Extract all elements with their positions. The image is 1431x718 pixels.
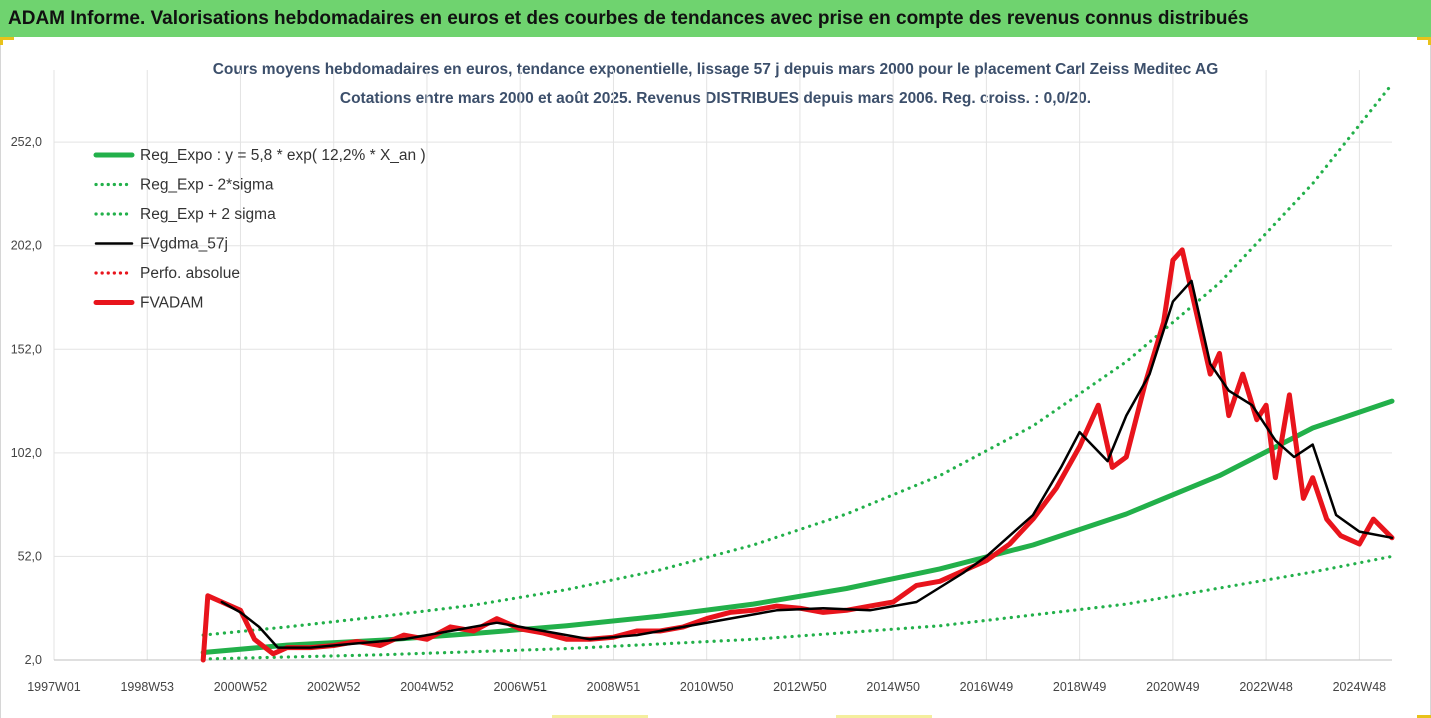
frame-handle-mark	[836, 715, 932, 718]
frame-corner-mark	[1417, 715, 1431, 718]
x-tick-label: 2024W48	[1333, 680, 1387, 694]
legend-label: Reg_Exp + 2 sigma	[140, 206, 276, 223]
x-tick-label: 2004W52	[400, 680, 454, 694]
x-tick-label: 2014W50	[866, 680, 920, 694]
legend-label: FVADAM	[140, 295, 203, 312]
chart-subtitle: Cotations entre mars 2000 et août 2025. …	[339, 90, 1092, 107]
y-tick-label: 252,0	[11, 135, 42, 149]
frame-corner-mark	[0, 37, 14, 40]
legend-label: Reg_Exp - 2*sigma	[140, 177, 274, 194]
series-line-3	[220, 279, 1394, 649]
frame-handle-mark	[552, 715, 648, 718]
y-tick-label: 202,0	[11, 239, 42, 253]
legend-label: FVgdma_57j	[140, 236, 228, 253]
y-tick-label: 152,0	[11, 342, 42, 356]
chart-legend: Reg_Expo : y = 5,8 * exp( 12,2% * X_an )…	[93, 147, 426, 312]
frame-corner-mark	[0, 37, 3, 45]
x-tick-label: 2020W49	[1146, 680, 1200, 694]
chart-title: Cours moyens hebdomadaires en euros, ten…	[212, 61, 1219, 78]
x-tick-label: 2016W49	[960, 680, 1014, 694]
legend-label: Reg_Expo : y = 5,8 * exp( 12,2% * X_an )	[140, 147, 426, 164]
x-tick-label: 2022W48	[1239, 680, 1293, 694]
series-line-0	[200, 398, 1395, 655]
x-tick-label: 1998W53	[120, 680, 174, 694]
x-tick-label: 1997W01	[27, 680, 81, 694]
x-tick-label: 2000W52	[214, 680, 268, 694]
chart-series	[200, 82, 1395, 663]
x-tick-label: 2010W50	[680, 680, 734, 694]
y-tick-label: 2,0	[25, 653, 42, 667]
x-tick-label: 2008W51	[587, 680, 641, 694]
y-tick-label: 52,0	[18, 549, 42, 563]
chart-axes: 2,0 52,0 102,0 152,0 202,0 252,0 1997W01 1998W5…	[11, 135, 1392, 694]
report-banner: ADAM Informe. Valorisations hebdomadaire…	[0, 0, 1431, 37]
series-line-2	[201, 82, 1394, 637]
x-tick-label: 2006W51	[493, 680, 547, 694]
x-tick-label: 2018W49	[1053, 680, 1107, 694]
x-tick-label: 2012W50	[773, 680, 827, 694]
y-tick-label: 102,0	[11, 446, 42, 460]
legend-label: Perfo. absolue	[140, 265, 240, 282]
frame-corner-mark	[1428, 37, 1431, 45]
frame-corner-mark	[1417, 37, 1431, 40]
x-tick-label: 2002W52	[307, 680, 361, 694]
